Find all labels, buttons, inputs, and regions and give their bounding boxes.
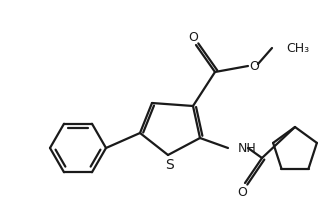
Text: O: O [249, 59, 259, 73]
Text: S: S [165, 158, 173, 172]
Text: CH₃: CH₃ [286, 42, 309, 55]
Text: NH: NH [238, 141, 257, 155]
Text: O: O [188, 31, 198, 43]
Text: O: O [237, 186, 247, 199]
